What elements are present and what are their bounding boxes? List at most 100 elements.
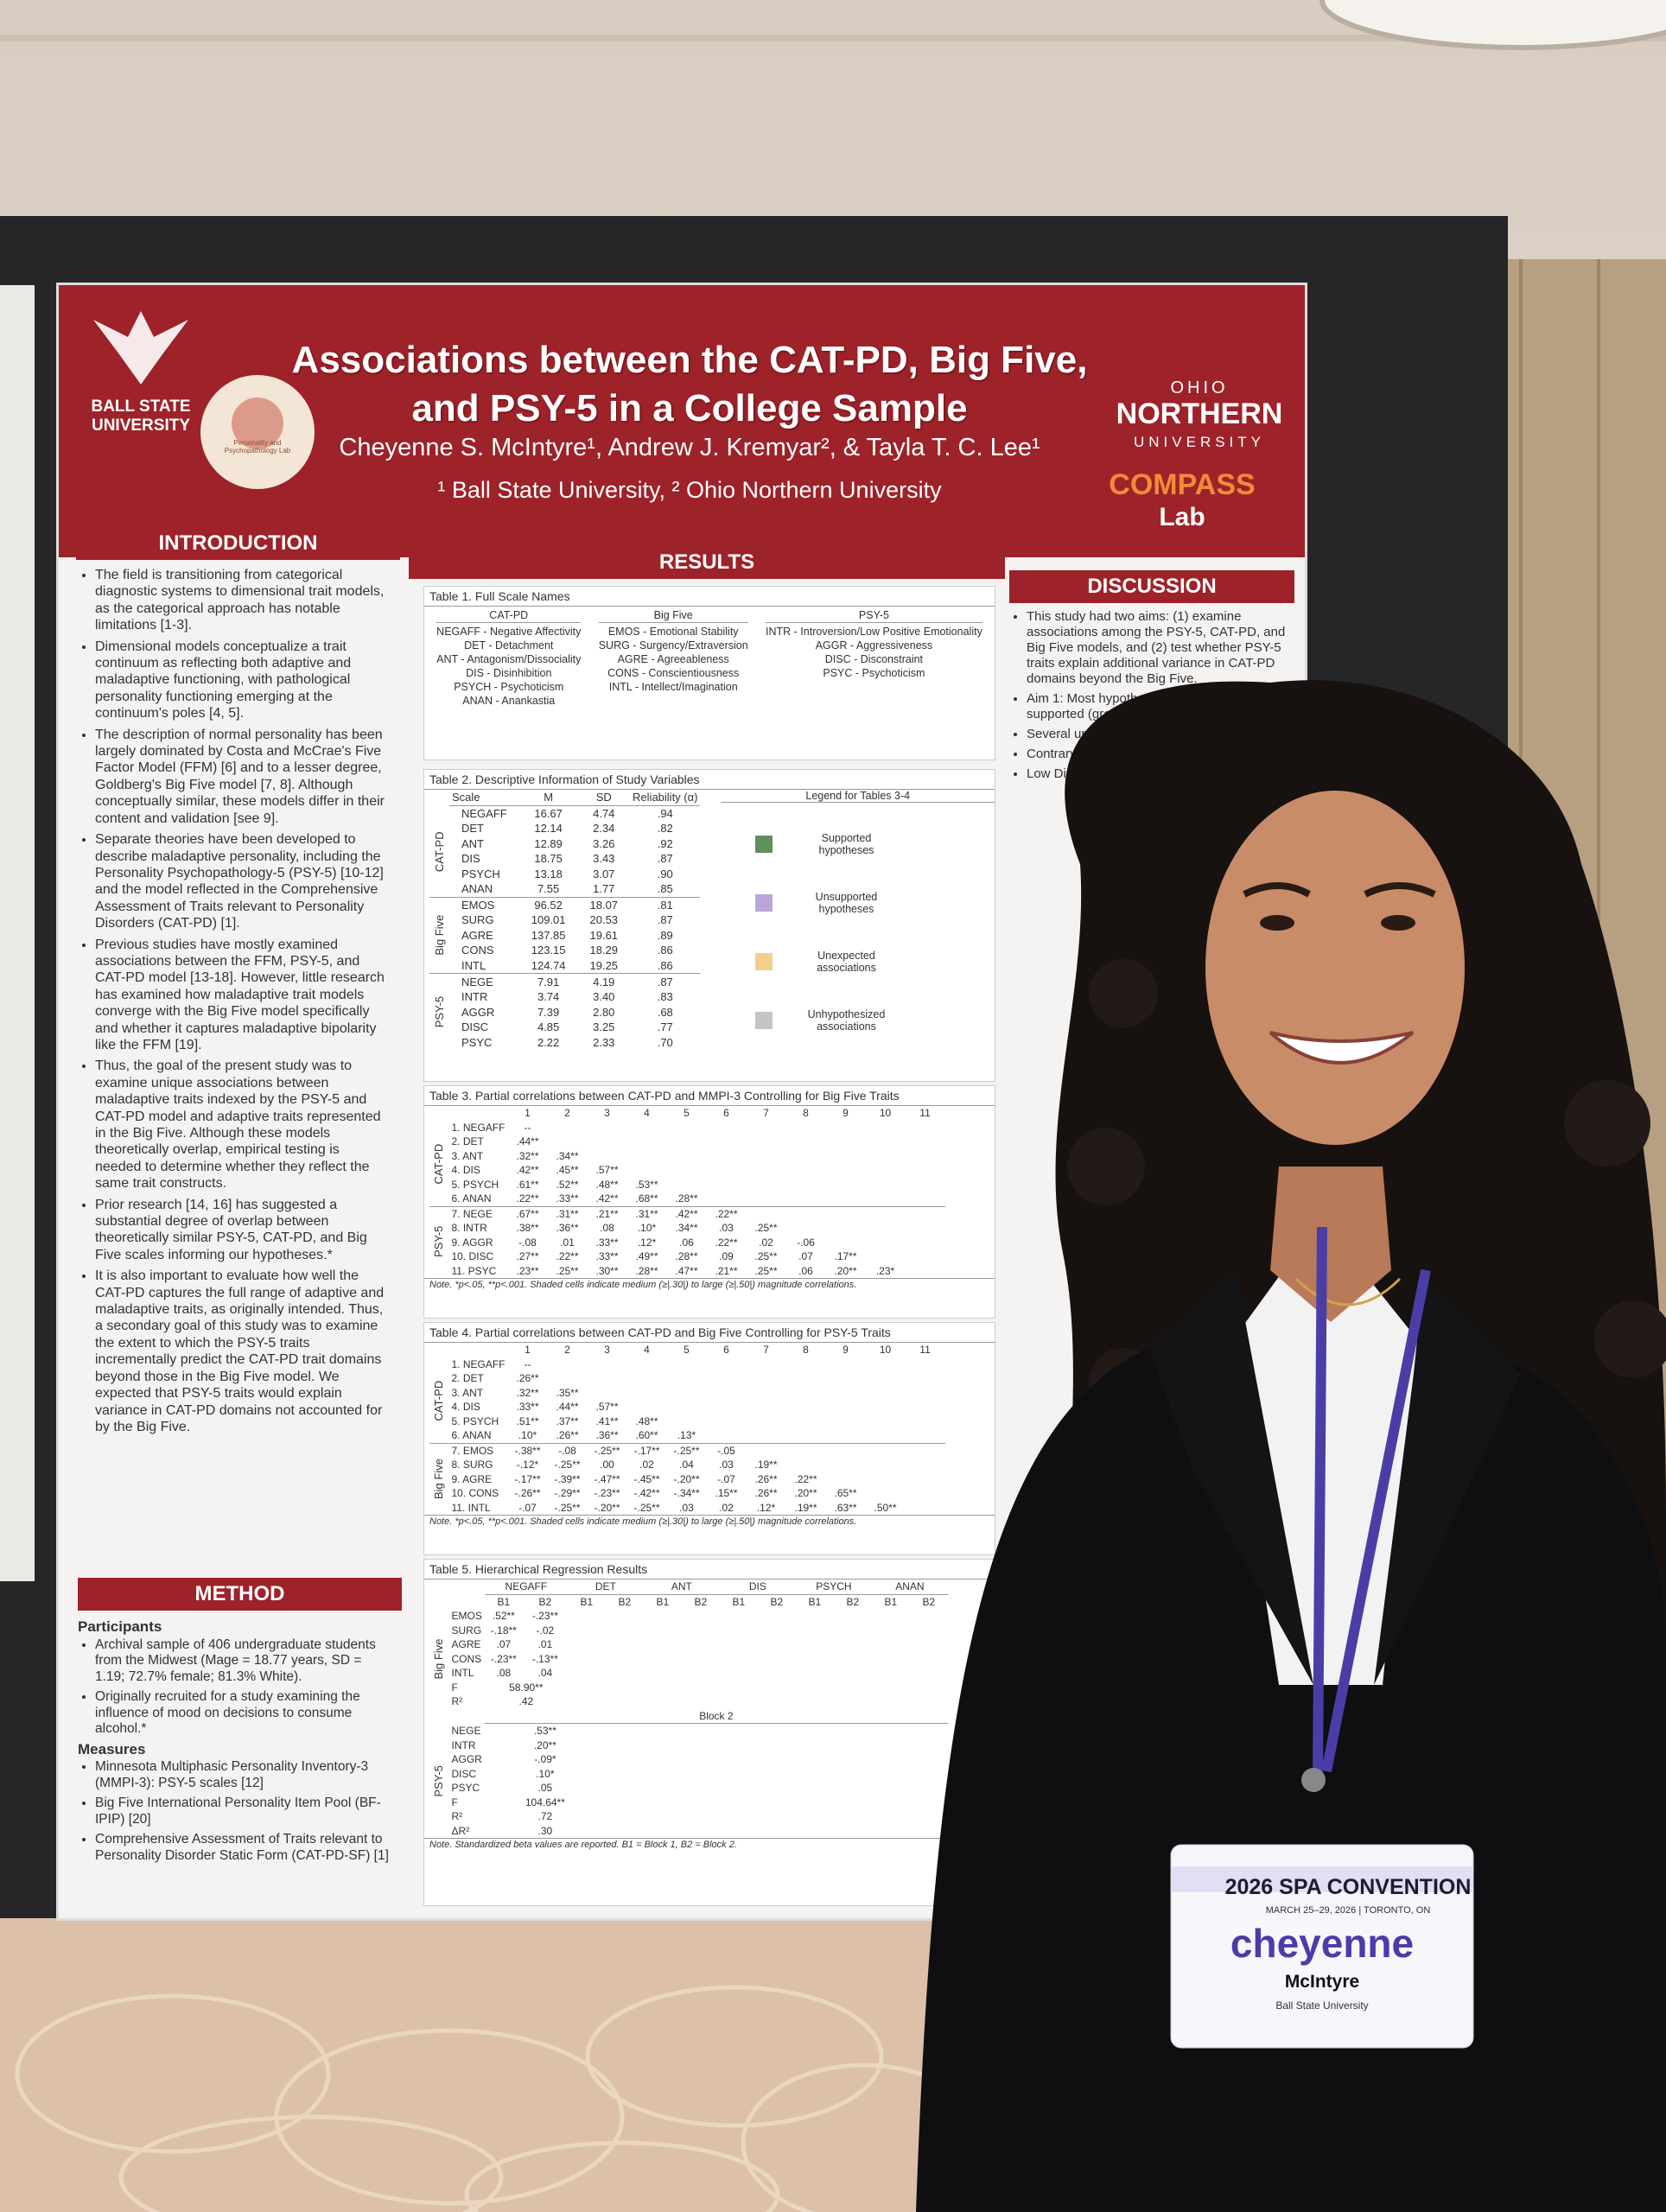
cell: .32**: [516, 1149, 539, 1162]
cell: AGGR: [461, 1005, 495, 1019]
cell: .01: [537, 1638, 553, 1650]
cell: .87: [657, 913, 673, 927]
column-header: 4: [644, 1344, 650, 1356]
badge-dates: MARCH 25–29, 2026 | TORONTO, ON: [1266, 1905, 1431, 1916]
bullet: Prior research [14, 16] has suggested a …: [95, 1197, 389, 1264]
row-label: 9. AGGR: [451, 1236, 493, 1249]
cell: 2.33: [593, 1035, 615, 1049]
column-header: ANAN: [871, 1580, 948, 1595]
cell: .02: [639, 1459, 654, 1471]
bullet: Previous studies have mostly examined as…: [95, 937, 389, 1054]
scale-name: SURG - Surgency/Extraversion: [598, 639, 748, 652]
cell: .31**: [635, 1207, 658, 1220]
cell: 7.55: [537, 882, 560, 896]
cell: .33**: [595, 1250, 619, 1262]
row-label: DISC: [451, 1767, 477, 1780]
row-label: PSYC: [451, 1782, 480, 1794]
bullet-list: The field is transitioning from categori…: [78, 567, 389, 1435]
authors: Cheyenne S. McIntyre¹, Andrew J. Kremyar…: [339, 434, 1040, 461]
row: PSYC 2.22 2.33 .70: [429, 1034, 700, 1050]
table-title: Table 4. Partial correlations between CA…: [424, 1323, 995, 1343]
cell: NEGE: [461, 975, 493, 988]
cell: .48**: [635, 1414, 658, 1427]
cell: -.18**: [490, 1624, 517, 1637]
bullet: This study had two aims: (1) examine ass…: [1027, 609, 1286, 687]
cell: .70: [657, 1035, 673, 1049]
row-label: 1. NEGAFF: [451, 1357, 506, 1370]
bullet-list: Archival sample of 406 undergraduate stu…: [78, 1637, 389, 1738]
row: R² .72: [429, 1809, 948, 1824]
cell: .38**: [516, 1222, 539, 1234]
cell: .19**: [794, 1501, 817, 1514]
row-label: NEGE: [451, 1724, 481, 1737]
eye: [1260, 915, 1294, 931]
scale-name: AGGR - Aggressiveness: [815, 639, 933, 652]
scale-name: ANAN - Anankastia: [462, 695, 556, 707]
row: CAT-PD 1. NEGAFF --: [429, 1121, 945, 1184]
bullet: Minnesota Multiphasic Personality Invent…: [95, 1759, 389, 1791]
cell: -.20**: [673, 1472, 700, 1485]
table: 1 2 3 4 5 6 7 8 9 10 11 CAT-PD 1. NEGAFF -- 2. DET .44*…: [429, 1106, 945, 1278]
cell: .07: [798, 1250, 813, 1262]
cell: 7.39: [537, 1005, 560, 1019]
subcolumn-header: B2: [694, 1595, 708, 1608]
row: CAT-PD NEGAFF 16.67 4.74.94: [429, 805, 700, 872]
cell: 3.26: [593, 836, 615, 850]
group-heading: Big Five: [598, 608, 748, 623]
row: 10. DISC .27** .22** .33** .49** .28** .09 .25*…: [429, 1249, 945, 1264]
legend-item: Unsupported hypotheses: [721, 874, 995, 932]
cell: 12.14: [534, 822, 563, 836]
cell: .25**: [754, 1222, 778, 1234]
column-header: DIS: [719, 1580, 796, 1595]
row: 6. ANAN .22** .33** .42** .68** .28**: [429, 1192, 945, 1206]
cell: 58.90**: [509, 1681, 544, 1694]
cell: 20.53: [589, 913, 619, 927]
cell: .07: [496, 1638, 512, 1650]
cell: .85: [657, 882, 673, 896]
cell: .10*: [536, 1767, 555, 1780]
header-row: 1 2 3 4 5 6 7 8 9 10 11: [429, 1343, 945, 1357]
name-group: Big Five EMOS - Emotional Stability SURG -…: [598, 608, 748, 708]
cell: .42: [518, 1695, 534, 1707]
table-body: CAT-PD NEGAFF - Negative Affectivity DET -…: [424, 607, 995, 709]
name-badge: [1170, 1844, 1474, 2049]
row: INTL 124.74 19.25 .86: [429, 958, 700, 974]
section-heading: RESULTS: [409, 546, 1005, 579]
cell: -.47**: [594, 1472, 620, 1485]
cell: -.05: [717, 1444, 735, 1457]
legend-label: Unexpected associations: [817, 950, 876, 974]
cell: .44**: [556, 1401, 579, 1413]
subcolumn-header: B1: [497, 1595, 511, 1608]
cell: .33**: [556, 1192, 579, 1205]
cell: 12.89: [534, 836, 563, 850]
table: 1 2 3 4 5 6 7 8 9 10 11 CAT-PD 1. NEGAFF -- 2. DET .26*…: [429, 1343, 945, 1515]
row: 3. ANT .32** .34**: [429, 1149, 945, 1164]
cell: .12*: [756, 1501, 776, 1514]
group-heading: PSY-5: [766, 608, 982, 623]
cell: 104.64**: [525, 1796, 565, 1808]
cell: -.25**: [594, 1444, 620, 1457]
scale-name: PSYCH - Psychoticism: [454, 681, 564, 693]
cell: .52**: [556, 1178, 579, 1191]
group-heading: CAT-PD: [436, 608, 582, 623]
row: AGRE .07 .01: [429, 1637, 948, 1652]
cell: -.12*: [516, 1459, 539, 1471]
row: AGGR 7.39 2.80 .68: [429, 1004, 700, 1020]
cell: 19.61: [589, 928, 619, 942]
row: F 104.64**: [429, 1796, 948, 1810]
cell: .03: [719, 1222, 734, 1234]
row: 9. AGGR -.08 .01 .33** .12* .06 .22** .02 -.06: [429, 1236, 945, 1250]
column-header: ANT: [643, 1580, 720, 1595]
cell: INTL: [461, 959, 486, 972]
row: 9. AGRE -.17** -.39** -.47** -.45** -.20** -.0…: [429, 1472, 945, 1487]
row-label: 2. DET: [451, 1135, 484, 1147]
cell: .61**: [516, 1178, 539, 1191]
subcolumn-header: B2: [618, 1595, 632, 1608]
row-label: R²: [451, 1810, 463, 1822]
cell: 19.25: [589, 959, 619, 972]
cell: .13*: [677, 1429, 696, 1441]
column-header: 9: [843, 1107, 849, 1119]
table-title: Table 2. Descriptive Information of Stud…: [424, 770, 995, 790]
cell: .35**: [556, 1386, 579, 1399]
cell: .87: [657, 975, 673, 988]
